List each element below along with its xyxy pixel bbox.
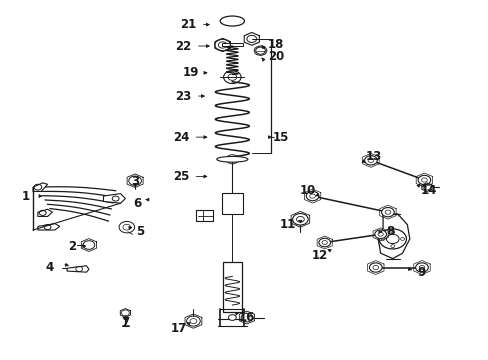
Bar: [221, 43, 243, 46]
Circle shape: [119, 221, 134, 233]
Text: 16: 16: [238, 311, 255, 324]
Text: 12: 12: [311, 248, 327, 261]
Text: 25: 25: [173, 170, 189, 183]
Text: 8: 8: [386, 225, 394, 238]
Circle shape: [255, 47, 265, 54]
Bar: [222, 262, 242, 312]
Polygon shape: [38, 224, 60, 230]
Text: 4: 4: [46, 261, 54, 274]
Text: 1: 1: [21, 190, 30, 203]
Circle shape: [305, 192, 318, 201]
Polygon shape: [377, 214, 409, 258]
Circle shape: [380, 238, 384, 240]
Text: 19: 19: [183, 66, 199, 79]
Circle shape: [223, 71, 241, 84]
Text: 2: 2: [68, 240, 76, 253]
Circle shape: [364, 156, 376, 165]
Text: 11: 11: [280, 218, 296, 231]
Circle shape: [186, 316, 200, 326]
Text: 23: 23: [175, 90, 191, 103]
Circle shape: [228, 315, 236, 320]
Polygon shape: [67, 266, 89, 272]
Text: 14: 14: [420, 184, 437, 197]
Circle shape: [374, 230, 386, 239]
Text: 5: 5: [136, 225, 144, 238]
Text: 3: 3: [131, 175, 139, 188]
Polygon shape: [103, 194, 125, 203]
Circle shape: [390, 245, 394, 248]
Circle shape: [214, 39, 230, 51]
Bar: [196, 210, 212, 221]
Text: 22: 22: [175, 40, 191, 53]
Circle shape: [415, 263, 427, 272]
Circle shape: [83, 241, 95, 249]
Circle shape: [228, 18, 236, 24]
Text: 15: 15: [272, 131, 288, 144]
Polygon shape: [38, 209, 52, 216]
Circle shape: [318, 238, 330, 247]
Bar: [221, 193, 243, 214]
Text: 18: 18: [267, 38, 284, 51]
Ellipse shape: [220, 16, 244, 26]
Circle shape: [369, 263, 381, 272]
Ellipse shape: [216, 157, 247, 162]
Circle shape: [390, 230, 394, 233]
Circle shape: [400, 238, 404, 240]
Text: 13: 13: [365, 150, 381, 163]
Text: 17: 17: [170, 322, 186, 335]
Text: 10: 10: [299, 184, 315, 197]
Circle shape: [378, 229, 406, 249]
Text: 20: 20: [267, 50, 284, 63]
Polygon shape: [33, 183, 47, 192]
Circle shape: [292, 213, 307, 225]
Text: 24: 24: [173, 131, 189, 144]
Circle shape: [241, 313, 252, 322]
Circle shape: [128, 176, 141, 185]
Text: 9: 9: [417, 266, 425, 279]
Circle shape: [381, 207, 393, 217]
Circle shape: [417, 175, 430, 185]
Text: 6: 6: [133, 197, 142, 210]
Text: 7: 7: [121, 316, 129, 329]
Text: 21: 21: [180, 18, 196, 31]
